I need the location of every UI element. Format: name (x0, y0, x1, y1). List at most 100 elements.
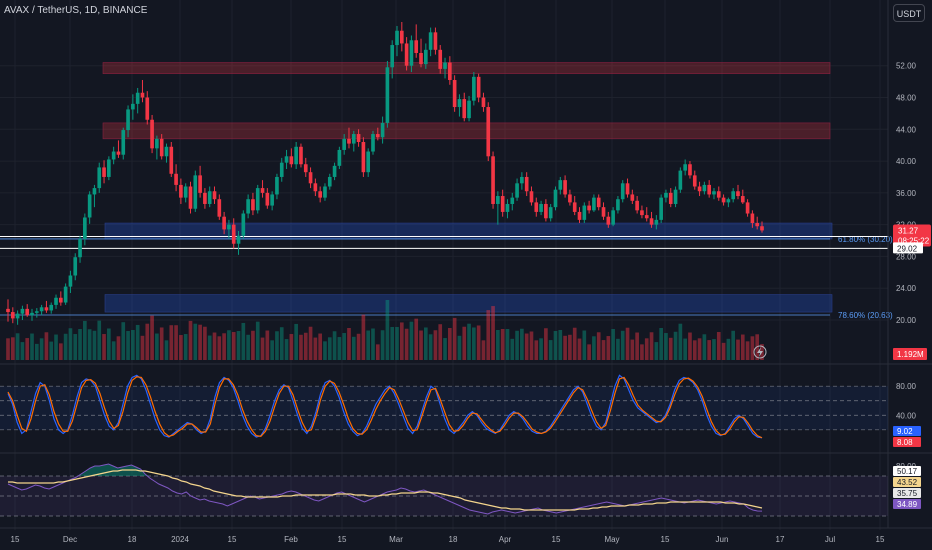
candle-body (246, 199, 250, 214)
volume-bar (332, 331, 337, 360)
volume-bar (385, 300, 390, 360)
candle-body (390, 45, 395, 68)
volume-bar (342, 333, 347, 360)
last-price-value: 31.27 (898, 226, 919, 235)
volume-bar (15, 333, 20, 360)
candle-body (87, 194, 92, 218)
candle-body (222, 216, 226, 230)
volume-bar (750, 336, 755, 360)
candle-body (111, 151, 116, 160)
volume-bar (611, 328, 615, 360)
x-tick-label: Jul (825, 535, 835, 544)
candle-body (308, 172, 313, 184)
volume-bar (275, 331, 279, 360)
volume-bar (399, 322, 404, 360)
volume-bar (577, 338, 582, 360)
candle-body (25, 308, 30, 316)
volume-bar (323, 341, 327, 360)
y-tick-label: 40.00 (896, 157, 917, 166)
candle-body (419, 52, 423, 65)
x-tick-label: 15 (876, 535, 885, 544)
candle-body (553, 189, 558, 208)
candle-body (6, 308, 10, 313)
candle-body (140, 92, 145, 98)
candle-body (428, 32, 433, 50)
candle-body (145, 97, 150, 120)
volume-bar (630, 339, 635, 360)
candle-body (313, 183, 318, 192)
candle-body (644, 215, 649, 219)
volume-bar (150, 315, 154, 360)
volume-bar (227, 330, 231, 360)
candle-body (54, 297, 58, 305)
volume-bar (692, 340, 697, 360)
volume-bar (347, 327, 351, 360)
candle-body (351, 134, 356, 144)
rsi-tag-value: 35.75 (897, 489, 918, 498)
volume-bar (174, 325, 178, 360)
volume-bar (318, 333, 322, 360)
candle-body (73, 257, 78, 276)
fib-level-label: 61.80% (30.20) (838, 235, 893, 244)
volume-bar (395, 326, 399, 360)
candle-body (323, 186, 327, 198)
volume-bar (375, 344, 380, 360)
volume-bar (241, 322, 246, 360)
candle-body (337, 149, 342, 166)
volume-bar (635, 332, 639, 360)
volume-bar (30, 333, 34, 360)
candle-body (731, 191, 736, 200)
volume-bar (25, 338, 30, 360)
candle-body (188, 186, 193, 209)
candle-body (515, 183, 519, 198)
volume-bar (428, 334, 433, 360)
volume-bar (68, 328, 73, 360)
candle-body (107, 159, 111, 177)
candle-body (510, 197, 515, 204)
candle-body (155, 138, 159, 149)
candle-body (375, 134, 380, 138)
candle-body (102, 167, 106, 177)
volume-bar (462, 326, 467, 360)
candle-body (707, 184, 711, 195)
candle-body (596, 197, 601, 208)
volume-bar (553, 331, 558, 360)
lightning-icon[interactable] (753, 345, 767, 359)
y-tick-label: 44.00 (896, 125, 917, 134)
volume-bar (481, 340, 486, 360)
candle-body (505, 203, 510, 212)
volume-bar (193, 323, 198, 360)
candle-body (231, 224, 236, 244)
candle-body (294, 146, 298, 165)
candle-body (380, 122, 385, 138)
x-tick-label: May (604, 535, 619, 544)
volume-bar (97, 320, 102, 360)
volume-bar (649, 332, 654, 360)
candle-body (558, 180, 563, 190)
volume-bar (587, 344, 591, 360)
candle-body (697, 186, 702, 192)
candle-body (92, 188, 97, 195)
candle-body (255, 188, 260, 211)
candle-body (740, 196, 745, 203)
volume-bar (49, 341, 54, 360)
currency-button[interactable]: USDT (893, 4, 925, 22)
candle-body (587, 205, 591, 211)
volume-bar (707, 340, 711, 360)
volume-bar (59, 343, 63, 360)
candle-body (496, 196, 500, 204)
volume-bar (308, 326, 313, 360)
volume-bar (107, 328, 111, 360)
volume-bar (126, 331, 130, 360)
candle-body (481, 97, 486, 108)
candle-body (721, 197, 726, 203)
candle-body (620, 183, 625, 200)
candle-body (601, 207, 606, 217)
stoch-d-line (7, 376, 763, 439)
volume-bar (303, 332, 308, 360)
candle-body (30, 312, 34, 316)
volume-bar (409, 321, 414, 360)
volume-bar (668, 337, 673, 360)
volume-bar (467, 323, 471, 360)
